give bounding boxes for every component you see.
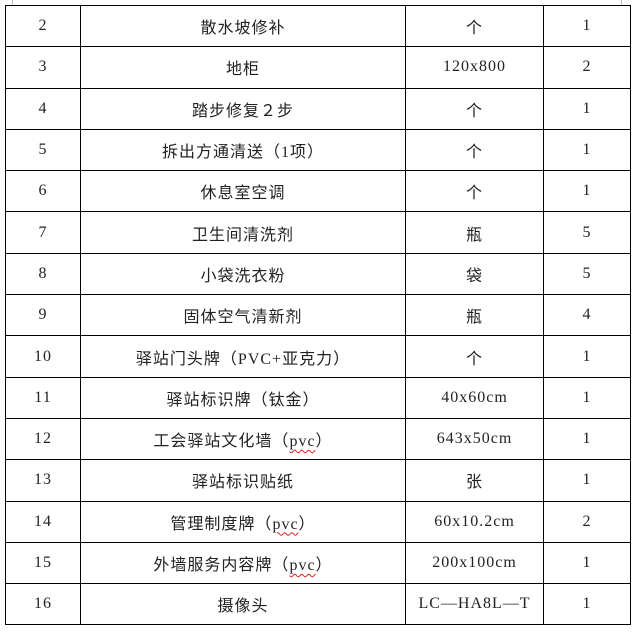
item-name-text: 工会驿站文化墙（: [153, 433, 290, 451]
cell-item-name[interactable]: 外墙服务内容牌（pvc）: [80, 541, 406, 585]
cell-spec-unit[interactable]: 200x100cm: [405, 541, 544, 585]
cell-quantity[interactable]: 4: [543, 294, 631, 337]
cell-quantity[interactable]: 1: [543, 128, 631, 172]
item-name-text: 拆出方通清送（1项）: [161, 144, 324, 162]
cell-item-name[interactable]: 地柜: [80, 46, 406, 89]
cell-number[interactable]: 14: [5, 500, 81, 543]
table-row: 16 摄像头 LC—HA8L—T 1: [5, 583, 631, 626]
cell-number[interactable]: 2: [5, 4, 81, 48]
table-row: 10 驿站门头牌（PVC+亚克力） 个 1: [5, 335, 631, 378]
cell-spec-unit[interactable]: LC—HA8L—T: [405, 583, 544, 626]
cell-number[interactable]: 16: [5, 583, 81, 626]
cell-spec-unit[interactable]: 个: [405, 4, 544, 48]
cell-spec-unit[interactable]: 个: [405, 170, 544, 213]
item-name-text: 驿站标识牌（钛金）: [166, 391, 320, 409]
cell-spec-unit[interactable]: 袋: [405, 252, 544, 296]
cell-number[interactable]: 15: [5, 541, 81, 585]
cell-item-name[interactable]: 驿站标识牌（钛金）: [80, 376, 406, 419]
cell-item-name[interactable]: 小袋洗衣粉: [80, 252, 406, 296]
cell-quantity[interactable]: 5: [543, 252, 631, 296]
cell-number[interactable]: 7: [5, 211, 81, 254]
page-corner-mark: [621, 0, 628, 5]
item-name-text: 卫生间清洗剂: [191, 226, 294, 244]
spellcheck-underlined-text: pvc: [272, 515, 299, 533]
table-row: 12 工会驿站文化墙（pvc） 643x50cm 1: [5, 417, 631, 461]
cell-quantity[interactable]: 1: [543, 541, 631, 585]
cell-number[interactable]: 5: [5, 128, 81, 172]
table-row: 13 驿站标识贴纸 张 1: [5, 459, 631, 502]
cell-number[interactable]: 12: [5, 417, 81, 461]
item-name-text: 小袋洗衣粉: [200, 267, 286, 285]
cell-number[interactable]: 4: [5, 87, 81, 130]
cell-spec-unit[interactable]: 40x60cm: [405, 376, 544, 419]
cell-number[interactable]: 8: [5, 252, 81, 296]
cell-spec-unit[interactable]: 张: [405, 459, 544, 502]
cell-number[interactable]: 10: [5, 335, 81, 378]
cell-spec-unit[interactable]: 643x50cm: [405, 417, 544, 461]
item-name-text: 踏步修复２步: [191, 102, 294, 120]
table-row: 8 小袋洗衣粉 袋 5: [5, 252, 631, 296]
cell-number[interactable]: 6: [5, 170, 81, 213]
cell-quantity[interactable]: 1: [543, 417, 631, 461]
cell-item-name[interactable]: 散水坡修补: [80, 4, 406, 48]
cell-item-name[interactable]: 驿站标识贴纸: [80, 459, 406, 502]
cell-quantity[interactable]: 1: [543, 376, 631, 419]
cell-spec-unit[interactable]: 个: [405, 87, 544, 130]
items-table: 2 散水坡修补个 1 3 地柜 120x800 2 4 踏步修复２步个 1 5 拆出方通清送（1项）个…: [5, 4, 631, 626]
cell-item-name[interactable]: 固体空气清新剂: [80, 294, 406, 337]
cell-number[interactable]: 9: [5, 294, 81, 337]
spellcheck-underlined-text: pvc: [289, 557, 316, 574]
item-name-text: 摄像头: [217, 598, 269, 616]
cell-number[interactable]: 13: [5, 459, 81, 502]
cell-spec-unit[interactable]: 个: [405, 128, 544, 172]
cell-quantity[interactable]: 1: [543, 583, 631, 626]
cell-number[interactable]: 11: [5, 376, 81, 419]
item-name-suffix: ）: [315, 433, 333, 451]
cell-quantity[interactable]: 1: [543, 335, 631, 378]
cell-spec-unit[interactable]: 个: [405, 335, 544, 378]
table-row: 2 散水坡修补 个 1: [5, 4, 631, 48]
item-name-suffix: ）: [315, 557, 333, 574]
item-name-suffix: ）: [298, 515, 316, 533]
item-name-text: 外墙服务内容牌（: [153, 557, 290, 574]
cell-quantity[interactable]: 1: [543, 459, 631, 502]
item-name-text: 驿站标识贴纸: [191, 474, 294, 492]
item-name-text: 地柜: [225, 61, 260, 79]
cell-quantity[interactable]: 1: [543, 170, 631, 213]
cell-item-name[interactable]: 驿站门头牌（PVC+亚克力）: [80, 335, 406, 378]
item-name-text: 固体空气清新剂: [183, 309, 303, 327]
item-name-text: 散水坡修补: [200, 20, 286, 38]
table-row: 4 踏步修复２步 个 1: [5, 87, 631, 130]
item-name-text: 管理制度牌（: [170, 515, 273, 533]
cell-item-name[interactable]: 摄像头: [80, 583, 406, 626]
cell-number[interactable]: 3: [5, 46, 81, 89]
page-corner-mark: [6, 0, 13, 5]
table-row: 7 卫生间清洗剂 瓶 5: [5, 211, 631, 254]
spellcheck-underlined-text: pvc: [289, 433, 316, 451]
cell-quantity[interactable]: 1: [543, 87, 631, 130]
cell-spec-unit[interactable]: 瓶: [405, 294, 544, 337]
cell-item-name[interactable]: 卫生间清洗剂: [80, 211, 406, 254]
cell-item-name[interactable]: 管理制度牌（pvc）: [80, 500, 406, 543]
cell-item-name[interactable]: 踏步修复２步: [80, 87, 406, 130]
cell-item-name[interactable]: 休息室空调: [80, 170, 406, 213]
table-row: 15 外墙服务内容牌（pvc） 200x100cm 1: [5, 541, 631, 585]
cell-quantity[interactable]: 1: [543, 4, 631, 48]
table-row: 3 地柜 120x800 2: [5, 46, 631, 89]
cell-spec-unit[interactable]: 120x800: [405, 46, 544, 89]
table-row: 14 管理制度牌（pvc） 60x10.2cm 2: [5, 500, 631, 543]
cell-quantity[interactable]: 5: [543, 211, 631, 254]
table-row: 6 休息室空调 个 1: [5, 170, 631, 213]
cell-item-name[interactable]: 拆出方通清送（1项）: [80, 128, 406, 172]
item-name-text: 休息室空调: [200, 185, 286, 203]
cell-quantity[interactable]: 2: [543, 500, 631, 543]
cell-quantity[interactable]: 2: [543, 46, 631, 89]
table-row: 5 拆出方通清送（1项） 个 1: [5, 128, 631, 172]
cell-spec-unit[interactable]: 60x10.2cm: [405, 500, 544, 543]
table-row: 11 驿站标识牌（钛金） 40x60cm 1: [5, 376, 631, 419]
cell-item-name[interactable]: 工会驿站文化墙（pvc）: [80, 417, 406, 461]
table-row: 9 固体空气清新剂 瓶 4: [5, 294, 631, 337]
cell-spec-unit[interactable]: 瓶: [405, 211, 544, 254]
item-name-text: 驿站门头牌（PVC+亚克力）: [135, 350, 351, 368]
